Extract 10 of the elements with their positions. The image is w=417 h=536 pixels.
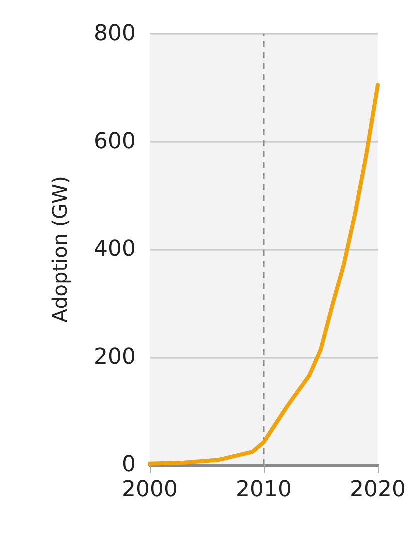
x-tick-label: 2000 — [122, 478, 178, 502]
x-tick-label: 2020 — [350, 478, 406, 502]
line-series — [148, 83, 380, 466]
y-tick-label: 200 — [94, 344, 136, 370]
y-tick-label: 600 — [94, 129, 136, 154]
y-tick-label: 800 — [94, 22, 136, 46]
x-tick-label: 2010 — [236, 478, 292, 502]
y-tick-label: 400 — [94, 237, 136, 262]
y-tick-label: 0 — [122, 452, 136, 478]
y-axis-title: Adoption (GW) — [48, 176, 72, 323]
